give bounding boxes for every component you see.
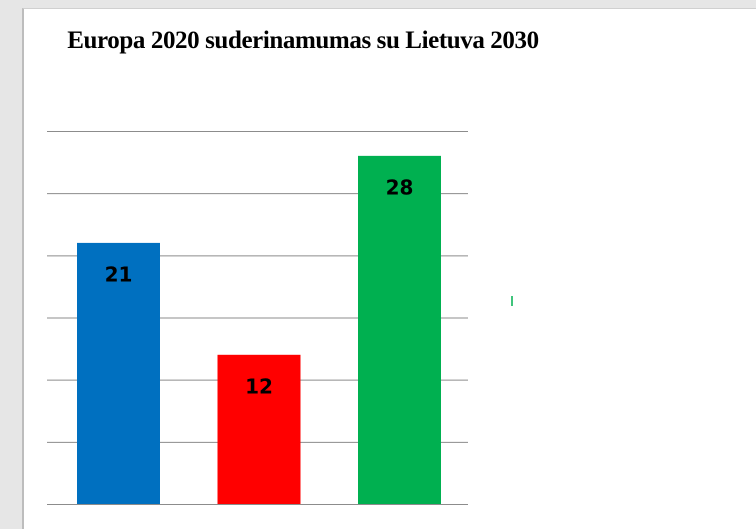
data-label: 28 bbox=[386, 175, 414, 199]
data-label: 21 bbox=[105, 262, 133, 286]
chart-title: Europa 2020 suderinamumas su Lietuva 203… bbox=[67, 27, 539, 54]
bar bbox=[358, 155, 441, 504]
bar bbox=[77, 242, 160, 504]
data-label: 12 bbox=[245, 374, 273, 398]
bar bbox=[217, 354, 301, 504]
